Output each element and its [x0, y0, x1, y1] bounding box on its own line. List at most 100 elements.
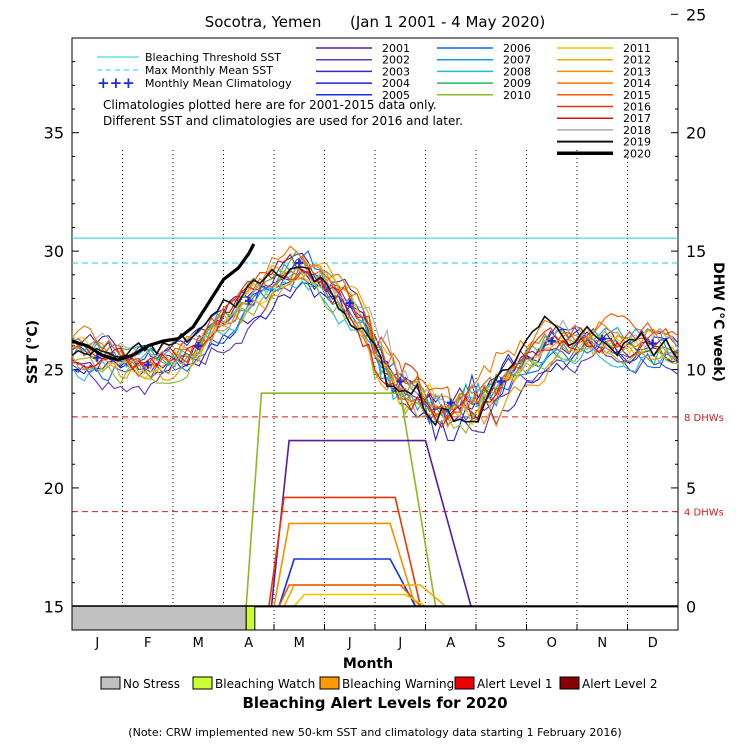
year-legend-label: 2001 — [382, 42, 410, 55]
dhw-curve — [268, 496, 422, 607]
climatology-point — [547, 337, 556, 346]
climatology-point — [345, 299, 354, 308]
y2-tick-label: 25 — [686, 5, 706, 24]
year-legend-label: 2016 — [623, 101, 651, 114]
year-legend-label: 2008 — [503, 65, 531, 78]
alert-bar-segment — [71, 605, 247, 631]
legend-climatology-label: Monthly Mean Climatology — [145, 77, 292, 90]
climatology-point — [446, 398, 455, 407]
year-legend-label: 2007 — [503, 54, 531, 67]
year-legend-label: 2014 — [623, 77, 651, 90]
y-tick-label: 20 — [44, 479, 64, 498]
x-tick-label: M — [193, 636, 204, 651]
x-tick-label: O — [547, 636, 557, 651]
year-legend-label: 2018 — [623, 124, 651, 137]
dhw-threshold-label: 4 DHWs — [684, 508, 724, 519]
alert-legend-label: Alert Level 1 — [477, 677, 553, 691]
sst-line-2017 — [71, 253, 679, 429]
x-tick-label: A — [244, 636, 253, 651]
climatology-point — [143, 360, 152, 369]
alert-legend-swatch — [319, 676, 340, 690]
legend-threshold-label: Bleaching Threshold SST — [145, 51, 281, 64]
dhw-curve — [245, 392, 437, 607]
y2-tick-label: 0 — [686, 597, 696, 616]
y2-tick-label: 10 — [686, 361, 706, 380]
dhw-curve — [273, 522, 417, 607]
alert-legend-label: Alert Level 2 — [582, 677, 658, 691]
y-tick-label: 15 — [44, 597, 64, 616]
year-legend-label: 2019 — [623, 136, 651, 149]
x-tick-label: S — [497, 636, 505, 651]
historical-dhw-series — [245, 392, 472, 607]
sst-line-2020 — [71, 243, 256, 362]
climatology-point — [244, 296, 253, 305]
year-legend-label: 2009 — [503, 77, 531, 90]
y2-tick-label: 5 — [686, 479, 696, 498]
dhw-curve — [278, 558, 417, 607]
y-tick-label: 25 — [44, 361, 64, 380]
x-tick-label: F — [144, 636, 151, 651]
dhw-threshold-label: 8 DHWs — [684, 413, 724, 424]
sst-line-2014 — [71, 245, 679, 418]
x-tick-label: J — [397, 636, 402, 651]
dhw-curve — [293, 593, 426, 607]
alert-levels-title: Bleaching Alert Levels for 2020 — [242, 694, 507, 712]
climatology-point — [598, 334, 607, 343]
year-legend-label: 2010 — [503, 89, 531, 102]
legend-climatology-swatch: +++ — [97, 74, 135, 92]
y-tick-label: 30 — [44, 242, 64, 261]
historical-sst-series — [71, 245, 679, 442]
alert-legend-swatch — [192, 676, 213, 690]
year-legend-label: 2020 — [623, 147, 651, 160]
x-tick-label: M — [294, 636, 305, 651]
year-legend-label: 2005 — [382, 89, 410, 102]
year-legend-label: 2017 — [623, 112, 651, 125]
y-axis-label: SST (°C) — [25, 320, 41, 384]
plot-area: 15 20 25 30 35 0 5 10 15 20 25 J F M A M J J A S O N D 8 DHWs 4 … — [44, 5, 724, 651]
alert-legend-swatch — [559, 676, 580, 690]
climatology-point — [648, 339, 657, 348]
year-legend-label: 2003 — [382, 65, 410, 78]
year-legend-label: 2015 — [623, 89, 651, 102]
dhw-curve — [278, 584, 422, 607]
year-legend-label: 2012 — [623, 54, 651, 67]
year-legend-label: 2006 — [503, 42, 531, 55]
alert-legend-label: No Stress — [123, 677, 180, 691]
footnote: (Note: CRW implemented new 50-km SST and… — [128, 726, 621, 739]
y2-tick-label: 20 — [686, 124, 706, 143]
sst-line-2013 — [71, 265, 679, 429]
climatology-point — [194, 341, 203, 350]
x-tick-label: D — [648, 636, 658, 651]
climatology-point — [497, 377, 506, 386]
sst-line-2019 — [71, 266, 679, 427]
legend-mmm-label: Max Monthly Mean SST — [145, 64, 273, 77]
y2-tick-label: 15 — [686, 242, 706, 261]
year-legend-label: 2011 — [623, 42, 651, 55]
note-line-2: Different SST and climatologies are used… — [103, 114, 463, 128]
alert-legend-swatch — [100, 676, 121, 690]
climatology-point — [396, 377, 405, 386]
x-axis-label: Month — [343, 656, 393, 672]
alert-level-legend: No Stress Bleaching Watch Bleaching Warnin… — [100, 676, 658, 691]
alert-legend-label: Bleaching Watch — [215, 677, 315, 691]
x-tick-label: J — [94, 636, 99, 651]
year-legend-label: 2004 — [382, 77, 410, 90]
climatology-point — [295, 258, 304, 267]
x-tick-label: N — [597, 636, 607, 651]
climatology-point — [93, 353, 102, 362]
sst-line-2018 — [71, 267, 679, 408]
alert-legend-label: Bleaching Warning — [342, 677, 454, 691]
sst-line-2010 — [71, 267, 679, 435]
legend-reference-lines: Bleaching Threshold SST Max Monthly Mean… — [97, 51, 292, 92]
x-tick-label: A — [446, 636, 455, 651]
alert-bar-segment — [245, 605, 256, 631]
year-legend-label: 2002 — [382, 54, 410, 67]
y-tick-label: 35 — [44, 124, 64, 143]
y2-axis-label: DHW (°C week) — [710, 262, 726, 382]
note-line-1: Climatologies plotted here are for 2001-… — [103, 98, 437, 112]
alert-legend-swatch — [454, 676, 475, 690]
year-legend-label: 2013 — [623, 65, 651, 78]
x-tick-label: J — [347, 636, 352, 651]
